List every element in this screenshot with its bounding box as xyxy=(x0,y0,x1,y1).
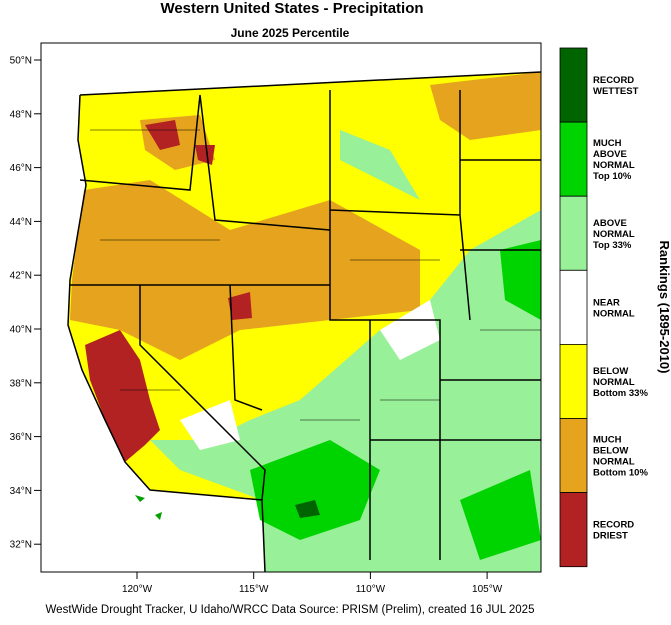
region-much-above xyxy=(250,440,380,540)
legend-label: NORMAL xyxy=(593,308,635,319)
legend-label: ABOVE xyxy=(593,218,627,229)
lon-label: 105°W xyxy=(472,584,503,595)
region-near xyxy=(180,400,240,450)
footer-credit: WestWide Drought Tracker, U Idaho/WRCC D… xyxy=(46,604,535,616)
lon-label: 115°W xyxy=(239,584,269,595)
legend-label: NORMAL xyxy=(593,377,635,388)
legend-label: Bottom 10% xyxy=(593,468,648,479)
region-record-dry xyxy=(145,120,180,150)
region-record-wet xyxy=(295,500,320,518)
legend-label: ABOVE xyxy=(593,149,627,160)
legend-label: Top 10% xyxy=(593,171,632,182)
state-border xyxy=(70,90,541,560)
region-much-above xyxy=(460,470,541,560)
region-record-dry xyxy=(228,292,252,320)
legend-label: RECORD xyxy=(593,75,634,86)
legend-label: MUCH xyxy=(593,138,622,149)
legend-label: NORMAL xyxy=(593,457,635,468)
lat-label: 32°N xyxy=(10,540,32,551)
canada-border xyxy=(79,71,541,96)
legend-swatch xyxy=(559,343,588,419)
title: Western United States - Precipitation xyxy=(160,0,423,17)
lat-label: 40°N xyxy=(10,325,32,336)
lat-label: 34°N xyxy=(10,486,32,497)
lon-label: 120°W xyxy=(122,584,153,595)
legend-label: MUCH xyxy=(593,435,622,446)
lat-label: 46°N xyxy=(10,163,32,174)
legend-label: BELOW xyxy=(593,366,628,377)
lat-axis: 50°N 48°N 46°N 44°N 42°N 40°N 38°N 36°N 34°N 32°N xyxy=(10,56,41,551)
region-near xyxy=(380,300,440,360)
legend-label: RECORD xyxy=(593,520,634,531)
region-above xyxy=(340,130,420,200)
lon-label: 110°W xyxy=(356,584,386,595)
region-record-dry xyxy=(85,330,160,462)
lat-label: 50°N xyxy=(10,56,32,67)
map: 50°N 48°N 46°N 44°N 42°N 40°N 38°N 36°N 34°N 32°N… xyxy=(10,42,542,595)
legend-title: Rankings (1895-2010) xyxy=(657,241,671,374)
region-much-below xyxy=(70,180,420,360)
region-much-below xyxy=(430,72,541,140)
region-above xyxy=(150,210,541,572)
lat-label: 36°N xyxy=(10,432,32,443)
county-border xyxy=(90,129,541,421)
legend-label: Top 33% xyxy=(593,240,632,251)
lat-label: 48°N xyxy=(10,109,32,120)
legend-label: NEAR xyxy=(593,297,620,308)
legend-swatch xyxy=(559,418,588,493)
legend-label: NORMAL xyxy=(593,160,635,171)
legend-label: BELOW xyxy=(593,446,628,457)
legend-swatch xyxy=(559,121,588,197)
legend-label: Bottom 33% xyxy=(593,388,648,399)
legend-swatch xyxy=(559,269,588,345)
legend-swatch xyxy=(559,47,588,123)
region-record-dry xyxy=(195,145,215,165)
lat-label: 42°N xyxy=(10,271,32,282)
legend-swatch xyxy=(559,195,588,271)
lat-label: 44°N xyxy=(10,217,32,228)
region-much-above xyxy=(500,240,541,320)
subtitle: June 2025 Percentile xyxy=(231,26,350,40)
map-frame xyxy=(40,42,542,573)
island xyxy=(135,495,162,520)
legend-label: NORMAL xyxy=(593,229,635,240)
legend-label: DRIEST xyxy=(593,531,628,542)
legend-label: WETTEST xyxy=(593,86,639,97)
lat-label: 38°N xyxy=(10,378,32,389)
legend-swatch xyxy=(559,492,588,568)
lon-axis: 120°W 115°W 110°W 105°W xyxy=(122,572,503,595)
coast-border xyxy=(67,94,266,572)
